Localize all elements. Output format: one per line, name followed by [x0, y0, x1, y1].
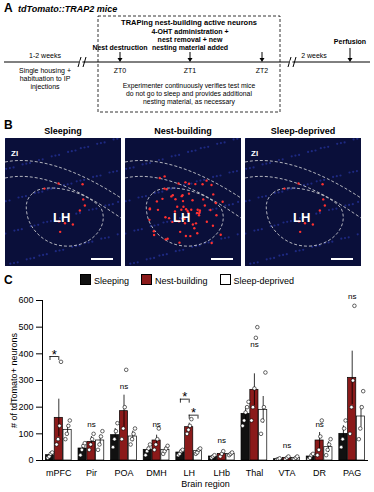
svg-text:do not go to sleep and provide: do not go to sleep and provides addition… [126, 90, 252, 98]
svg-text:1-2 weeks: 1-2 weeks [29, 52, 61, 59]
svg-text:ns: ns [250, 340, 258, 349]
svg-text:ns: ns [315, 420, 323, 429]
svg-text:Experimenter continuously veri: Experimenter continuously verifies test … [123, 82, 256, 90]
svg-text:LH: LH [53, 210, 70, 225]
svg-text:Single housing +: Single housing + [19, 67, 71, 75]
svg-text:injections: injections [30, 83, 60, 91]
svg-text:Thal: Thal [246, 468, 264, 478]
svg-text:Nest destruction: Nest destruction [92, 44, 147, 51]
svg-text:A: A [4, 1, 13, 15]
svg-text:nesting material, as necessary: nesting material, as necessary [143, 98, 235, 106]
svg-text:habituation to IP: habituation to IP [20, 75, 71, 82]
html-text:C: C [4, 273, 13, 287]
svg-text:2 weeks: 2 weeks [301, 52, 327, 59]
svg-text:Nest-building: Nest-building [154, 126, 212, 136]
svg-text:nest removal + new: nest removal + new [158, 36, 223, 43]
html-text:Sleep-deprived: Sleep-deprived [233, 276, 294, 286]
svg-text:Pir: Pir [86, 468, 97, 478]
svg-text:300: 300 [18, 375, 33, 385]
svg-text:TRAPing nest-building active n: TRAPing nest-building active neurons [121, 18, 257, 27]
svg-text:*: * [52, 347, 57, 362]
html-text:Nest-building: Nest-building [155, 276, 208, 286]
svg-text:ZT2: ZT2 [256, 67, 269, 74]
svg-text:DR: DR [313, 468, 326, 478]
svg-text:tdTomato::TRAP2 mice: tdTomato::TRAP2 mice [18, 4, 117, 14]
svg-text:ns: ns [218, 436, 226, 445]
svg-text:mPFC: mPFC [46, 468, 72, 478]
svg-text:ns: ns [120, 382, 128, 391]
svg-text:ZT0: ZT0 [114, 67, 127, 74]
svg-text:ns: ns [87, 420, 95, 429]
svg-text:400: 400 [18, 349, 33, 359]
svg-text:LH: LH [183, 468, 195, 478]
svg-text:B: B [4, 118, 13, 132]
svg-text:200: 200 [18, 402, 33, 412]
svg-text:ZI: ZI [251, 149, 258, 158]
svg-text:0: 0 [28, 455, 33, 465]
svg-text:Brain region: Brain region [181, 479, 230, 489]
svg-text:500: 500 [18, 322, 33, 332]
svg-text:*: * [182, 389, 187, 404]
svg-text:PAG: PAG [343, 468, 361, 478]
svg-text:LHb: LHb [214, 468, 231, 478]
svg-text:ZT1: ZT1 [184, 67, 197, 74]
svg-text:Sleeping: Sleeping [44, 126, 82, 136]
svg-text:LH: LH [293, 210, 310, 225]
svg-text:Perfusion: Perfusion [334, 38, 366, 45]
svg-text:ns: ns [152, 420, 160, 429]
svg-text:ns: ns [348, 292, 356, 301]
svg-text:ns: ns [283, 441, 291, 450]
svg-text:100: 100 [18, 429, 33, 439]
svg-text:nesting material added: nesting material added [152, 44, 228, 52]
svg-text:Sleep-deprived: Sleep-deprived [271, 126, 336, 136]
svg-text:600: 600 [18, 295, 33, 305]
html-text:Sleeping: Sleeping [93, 276, 129, 286]
svg-text:POA: POA [114, 468, 133, 478]
svg-text:*: * [191, 405, 196, 420]
svg-text:# of tdTomato+ neurons: # of tdTomato+ neurons [9, 333, 19, 428]
svg-text:LH: LH [173, 210, 190, 225]
svg-text:VTA: VTA [279, 468, 296, 478]
svg-text:DMH: DMH [146, 468, 167, 478]
svg-text:ZI: ZI [11, 149, 18, 158]
svg-text:4-OHT administration +: 4-OHT administration + [151, 28, 228, 35]
